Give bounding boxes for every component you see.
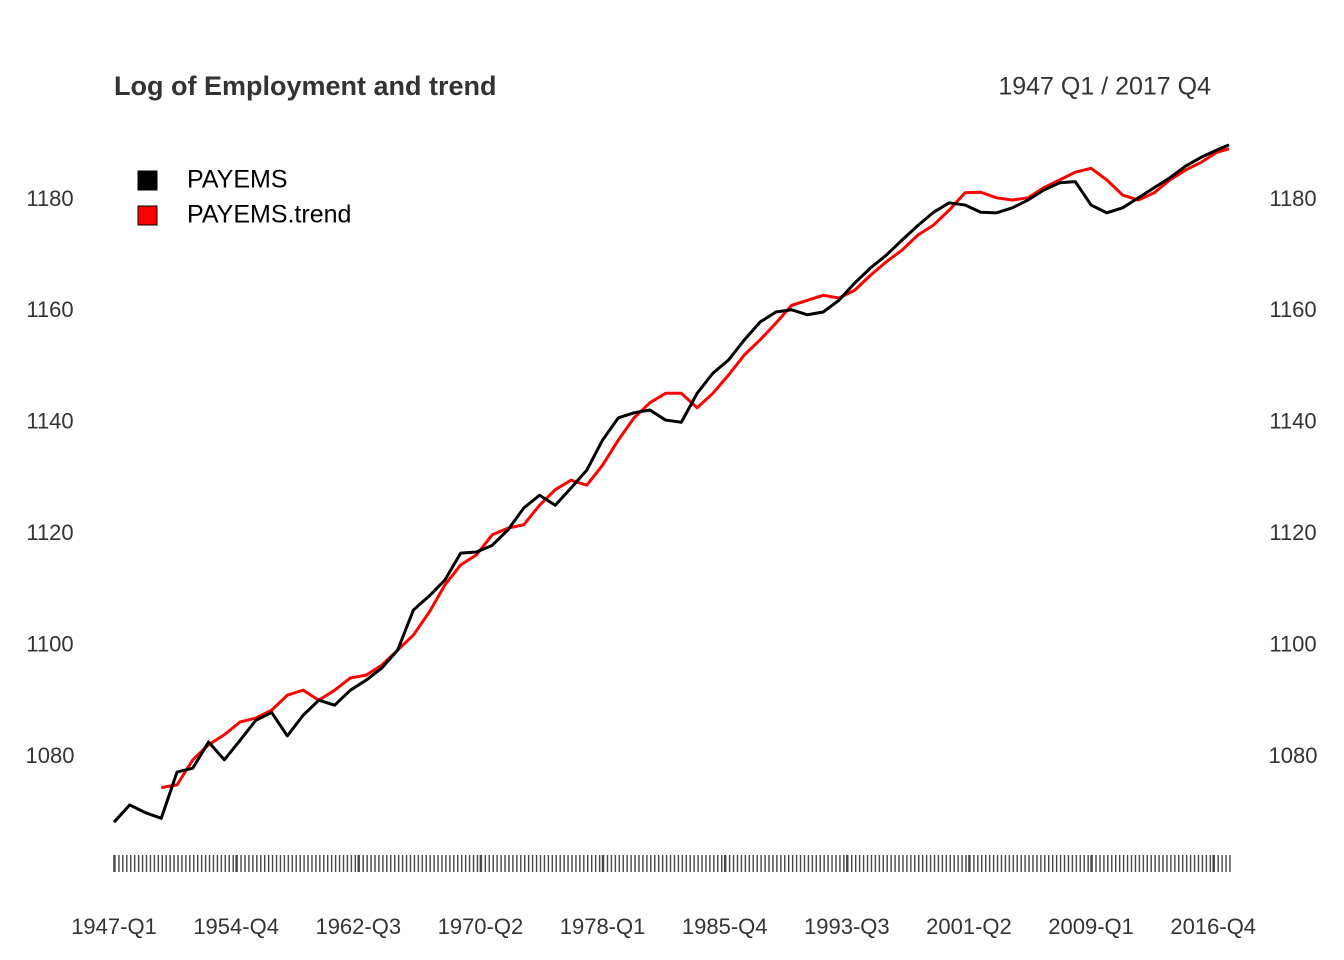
y2-tick-label: 1140 (1269, 409, 1316, 434)
x-tick-label: 1993-Q3 (804, 914, 890, 939)
y-tick-label: 1100 (26, 631, 73, 656)
minor-tick-band (112, 855, 1231, 872)
legend-swatch (137, 170, 158, 191)
x-tick-label: 1954-Q4 (193, 914, 279, 939)
y2-tick-label: 1080 (1269, 743, 1318, 768)
x-tick-label: 2009-Q1 (1048, 914, 1134, 939)
chart-subtitle: 1947 Q1 / 2017 Q4 (998, 73, 1211, 101)
y-tick-label: 1180 (26, 186, 73, 211)
y-tick-label: 1140 (26, 409, 73, 434)
y2-tick-label: 1180 (1269, 186, 1316, 211)
chart-title: Log of Employment and trend (114, 71, 497, 101)
x-tick-label: 1962-Q3 (315, 914, 401, 939)
x-tick-label: 1970-Q2 (438, 914, 524, 939)
y-tick-label: 1160 (26, 297, 73, 322)
x-tick-label: 1947-Q1 (71, 914, 157, 939)
series-line (161, 147, 1230, 790)
y2-tick-label: 1120 (1269, 520, 1316, 545)
y-tick-label: 1080 (26, 743, 75, 768)
legend-swatch (137, 205, 158, 226)
x-tick-label: 1985-Q4 (682, 914, 768, 939)
series-line (112, 143, 1230, 824)
legend-label: PAYEMS (187, 166, 288, 194)
y-tick-label: 1120 (26, 520, 73, 545)
y2-tick-label: 1160 (1269, 297, 1316, 322)
x-tick-label: 2016-Q4 (1170, 914, 1256, 939)
y2-tick-label: 1100 (1269, 631, 1316, 656)
x-tick-label: 2001-Q2 (926, 914, 1012, 939)
x-tick-label: 1978-Q1 (560, 914, 646, 939)
legend-label: PAYEMS.trend (187, 201, 351, 229)
